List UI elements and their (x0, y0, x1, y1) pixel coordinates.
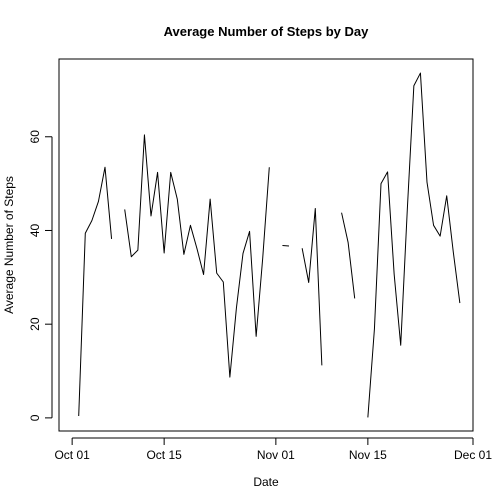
series-line-segment (79, 167, 112, 416)
x-tick-label: Oct 15 (146, 448, 182, 462)
x-tick-label: Dec 01 (454, 448, 492, 462)
series-line-segment (125, 135, 270, 377)
y-tick-label: 0 (28, 414, 42, 421)
x-tick-label: Oct 01 (54, 448, 90, 462)
series-lines (79, 73, 460, 417)
x-tick-label: Nov 15 (349, 448, 387, 462)
y-tick-label: 20 (28, 317, 42, 331)
x-axis-label: Date (253, 475, 279, 489)
y-tick-label: 60 (28, 130, 42, 144)
series-line-segment (342, 213, 355, 299)
series-line-segment (302, 208, 322, 365)
x-axis: Oct 01 Oct 15 Nov 01 Nov 15 Dec 01 (54, 438, 492, 462)
y-tick-label: 40 (28, 223, 42, 237)
y-axis: 0 20 40 60 (28, 130, 52, 421)
x-tick-label: Nov 01 (257, 448, 295, 462)
chart-title: Average Number of Steps by Day (164, 24, 369, 39)
series-line-segment (368, 73, 460, 417)
y-axis-label: Average Number of Steps (2, 176, 16, 314)
plot-frame (59, 59, 473, 431)
